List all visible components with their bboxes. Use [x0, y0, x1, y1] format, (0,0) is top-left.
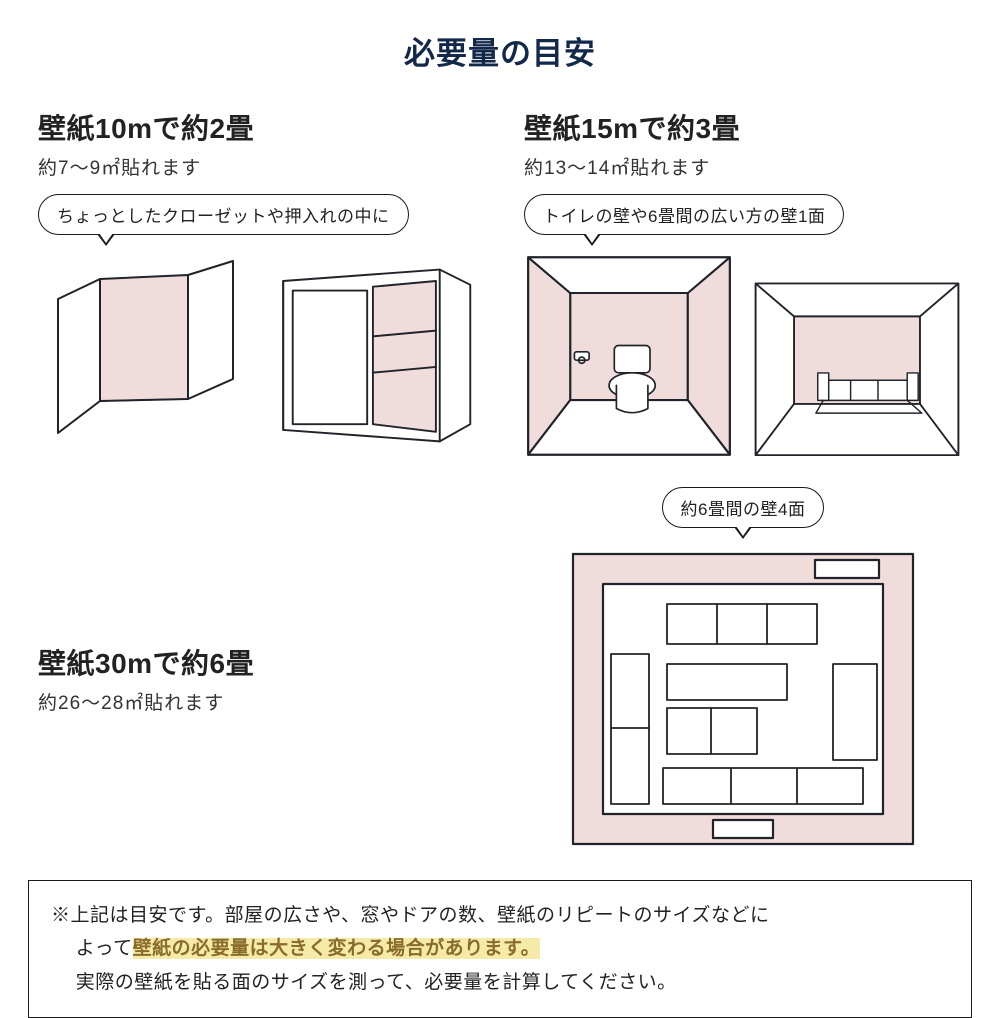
closet-open-illustration	[38, 251, 248, 451]
section-3-illustration-block: 約6畳間の壁4面	[524, 487, 962, 854]
section-3-sub: 約26～28㎡貼れます	[38, 688, 476, 715]
section-3: 壁紙30mで約6畳 約26～28㎡貼れます	[38, 612, 476, 729]
note-highlight: 壁紙の必要量は大きく変わる場合があります。	[133, 938, 541, 959]
living-room-one-wall-illustration	[752, 278, 962, 461]
page-title: 必要量の目安	[38, 28, 962, 73]
room-topdown-illustration	[563, 544, 923, 854]
section-2-bubble: トイレの壁や6畳間の広い方の壁1面	[524, 194, 844, 235]
note-line-2-pre: よって	[76, 938, 133, 959]
closet-sliding-illustration	[266, 260, 476, 451]
note-line-1: ※上記は目安です。部屋の広さや、窓やドアの数、壁紙のリピートのサイズなどに	[51, 905, 769, 926]
section-1-bubble: ちょっとしたクローゼットや押入れの中に	[38, 194, 409, 235]
section-2-heading: 壁紙15mで約3畳	[524, 107, 962, 147]
note-box: ※上記は目安です。部屋の広さや、窓やドアの数、壁紙のリピートのサイズなどに よっ…	[28, 880, 972, 1018]
infographic-grid: 壁紙10mで約2畳 約7～9㎡貼れます ちょっとしたクローゼットや押入れの中に	[38, 107, 962, 854]
section-2: 壁紙15mで約3畳 約13～14㎡貼れます トイレの壁や6畳間の広い方の壁1面	[524, 107, 962, 461]
section-1: 壁紙10mで約2畳 約7～9㎡貼れます ちょっとしたクローゼットや押入れの中に	[38, 107, 476, 461]
section-1-sub: 約7～9㎡貼れます	[38, 153, 476, 180]
note-line-3: 実際の壁紙を貼る面のサイズを測って、必要量を計算してください。	[51, 966, 949, 999]
section-3-bubble: 約6畳間の壁4面	[662, 487, 825, 528]
section-3-heading: 壁紙30mで約6畳	[38, 642, 476, 682]
toilet-room-illustration	[524, 251, 734, 461]
section-1-heading: 壁紙10mで約2畳	[38, 107, 476, 147]
section-2-sub: 約13～14㎡貼れます	[524, 153, 962, 180]
